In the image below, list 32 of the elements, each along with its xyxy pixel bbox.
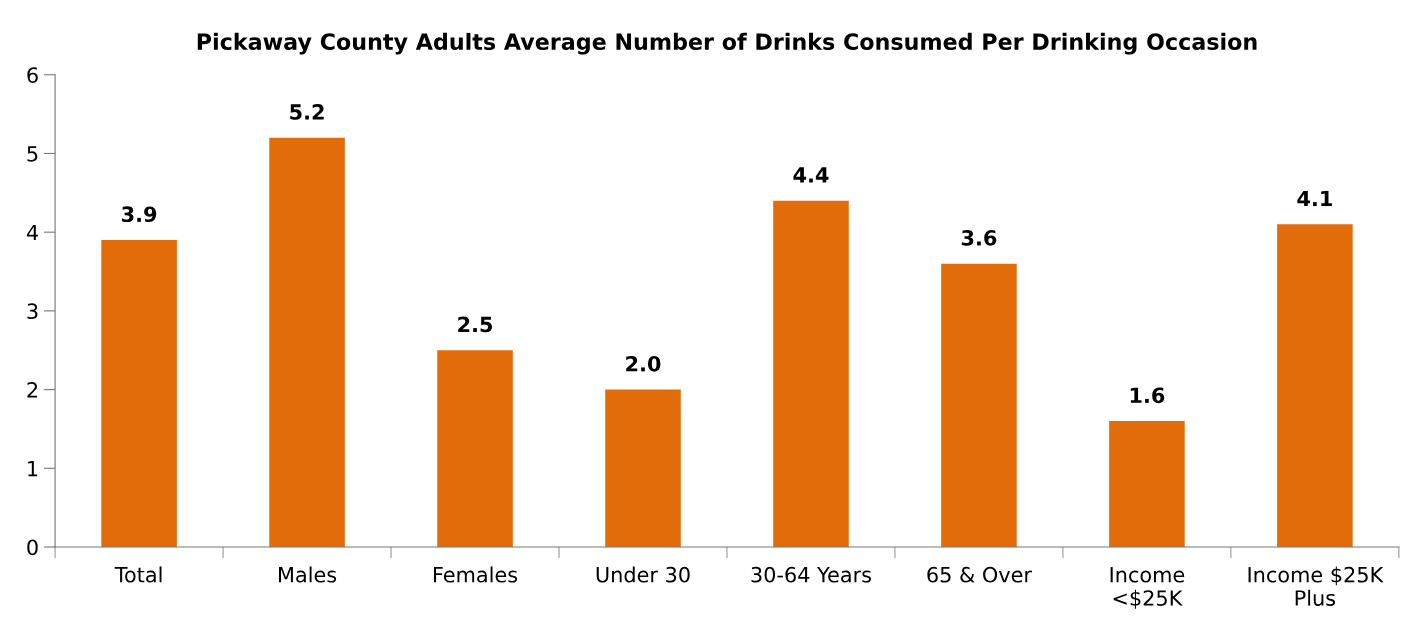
- x-tick-label: 65 & Over: [927, 566, 1032, 583]
- y-tick-label: 0: [27, 539, 38, 556]
- bar: [1277, 224, 1353, 547]
- x-tick-label: Total: [114, 566, 162, 583]
- bar: [1109, 421, 1185, 547]
- data-label: 4.4: [793, 167, 829, 183]
- x-tick-label: Males: [279, 566, 337, 583]
- chart-title: Pickaway County Adults Average Number of Drinks Consumed Per Drinking Occasion: [197, 32, 1257, 55]
- bar: [941, 263, 1017, 547]
- data-label: 2.0: [626, 355, 661, 372]
- bar: [437, 350, 513, 547]
- y-tick-label: 5: [27, 146, 38, 162]
- y-tick-label: 1: [28, 461, 38, 477]
- data-label: 1.6: [1130, 387, 1165, 404]
- y-tick-label: 4: [26, 224, 38, 241]
- bar: [773, 200, 849, 547]
- x-tick-label: 30-64 Years: [751, 566, 872, 583]
- y-tick-label: 6: [27, 67, 38, 83]
- x-tick-label: Under 30: [596, 566, 690, 583]
- x-tick-label: Females: [433, 566, 518, 583]
- data-label: 3.9: [122, 206, 157, 223]
- data-label: 3.6: [961, 229, 997, 246]
- data-label: 5.2: [290, 104, 324, 120]
- bar: [605, 389, 681, 547]
- x-tick-label: Income $25K Plus: [1248, 566, 1384, 606]
- data-label: 2.5: [458, 316, 493, 333]
- y-tick-label: 3: [27, 303, 38, 320]
- y-tick-label: 2: [27, 382, 38, 398]
- data-label: 4.1: [1297, 190, 1332, 207]
- bar: [101, 240, 177, 547]
- bar: [269, 137, 345, 547]
- x-tick-label: Income <$25K: [1110, 567, 1185, 609]
